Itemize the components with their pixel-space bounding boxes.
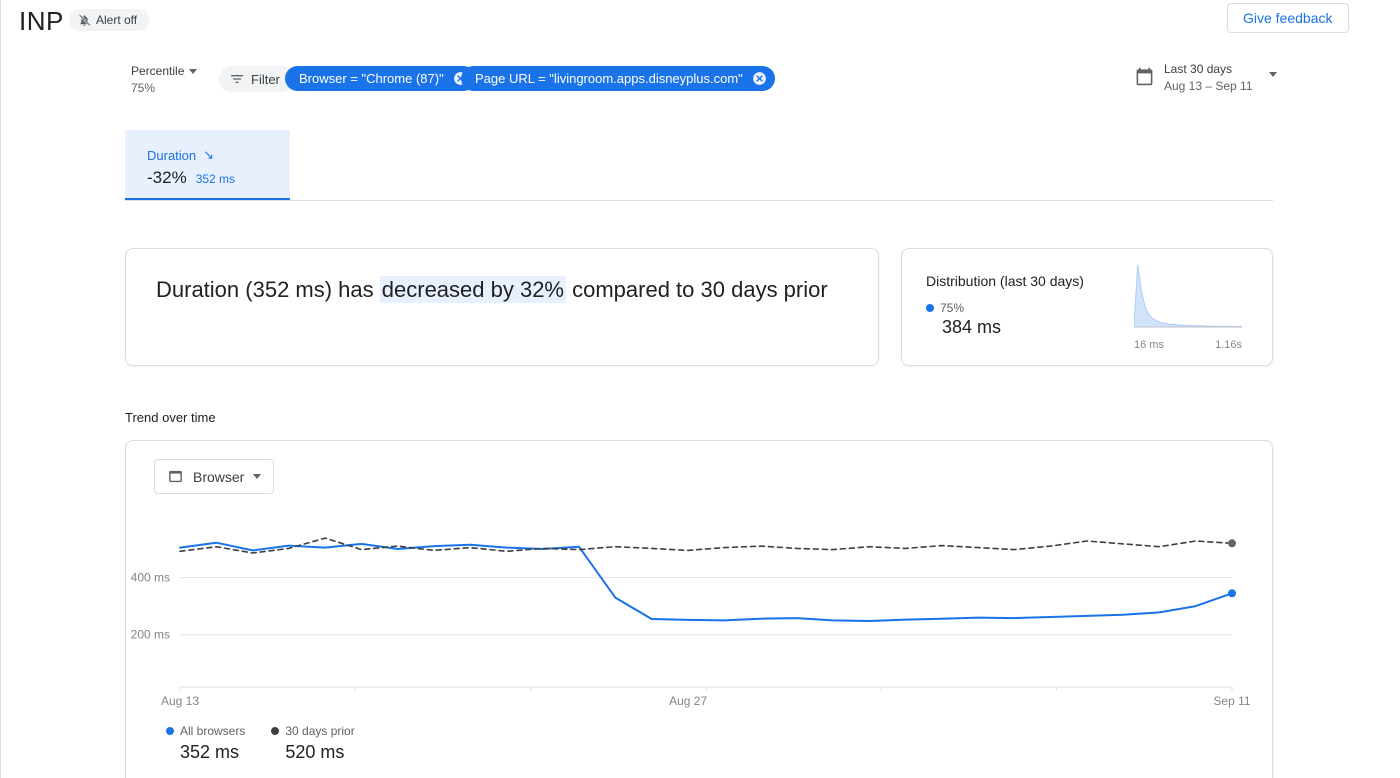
sparkline-max-label: 1.16s	[1215, 339, 1242, 351]
tab-duration-label: Duration	[147, 147, 197, 163]
svg-text:200 ms: 200 ms	[131, 628, 170, 642]
legend-value-all-browsers: 352 ms	[180, 742, 240, 762]
svg-text:400 ms: 400 ms	[131, 571, 170, 585]
alert-off-label: Alert off	[96, 13, 138, 27]
chevron-down-icon	[1268, 72, 1277, 77]
browser-window-icon	[169, 470, 182, 483]
tab-duration-change: -32%	[147, 168, 187, 187]
svg-text:Aug 13: Aug 13	[161, 694, 199, 708]
legend-item-all-browsers: All browsers 352 ms	[166, 724, 245, 763]
distribution-value: 384 ms	[942, 317, 1002, 337]
legend-value-30-days-prior: 520 ms	[285, 742, 345, 762]
percentile-control[interactable]: Percentile 75%	[131, 64, 198, 95]
svg-text:Sep 11: Sep 11	[1213, 694, 1250, 708]
percentile-value: 75%	[131, 81, 156, 95]
legend-label-all-browsers: All browsers	[180, 724, 246, 738]
chart-legend: All browsers 352 ms 30 days prior 520 ms	[166, 724, 355, 763]
remove-filter-icon[interactable]	[751, 70, 768, 87]
svg-text:Aug 27: Aug 27	[669, 694, 707, 708]
alert-off-pill[interactable]: Alert off	[69, 9, 150, 31]
tab-divider	[125, 200, 1273, 201]
trend-card: Browser 400 ms 200 ms Aug 13 Aug 27 Sep 11 A…	[125, 440, 1273, 778]
calendar-icon	[1136, 67, 1153, 86]
percentile-dot	[926, 304, 934, 312]
percentile-label: Percentile	[131, 64, 185, 78]
distribution-percentile-label: 75%	[940, 301, 965, 315]
filter-button[interactable]: Filter	[219, 66, 294, 92]
date-range-picker[interactable]: Last 30 days Aug 13 – Sep 11	[1135, 62, 1277, 93]
filter-icon	[231, 75, 243, 83]
filter-chip-browser[interactable]: Browser = "Chrome (87)"	[285, 66, 476, 91]
summary-card: Duration (352 ms) has decreased by 32% c…	[125, 248, 879, 366]
trend-line-chart[interactable]: 400 ms 200 ms Aug 13 Aug 27 Sep 11	[126, 501, 1274, 713]
date-range-primary: Last 30 days	[1164, 62, 1233, 76]
legend-label-30-days-prior: 30 days prior	[285, 724, 355, 738]
distribution-card: Distribution (last 30 days) 75% 384 ms 1…	[901, 248, 1273, 366]
sparkline-min-label: 16 ms	[1134, 339, 1164, 351]
filter-chip-page-url[interactable]: Page URL = "livingroom.apps.disneyplus.c…	[461, 66, 775, 91]
date-range-secondary: Aug 13 – Sep 11	[1164, 79, 1253, 93]
trending-down-icon: ↘	[203, 147, 215, 162]
tab-duration-value: 352 ms	[195, 172, 236, 186]
page-title: INP	[19, 6, 64, 36]
distribution-sparkline: 16 ms 1.16s	[1133, 257, 1243, 351]
summary-text-prefix: Duration (352 ms) has	[156, 277, 380, 302]
legend-dot-30-days-prior	[271, 727, 280, 735]
dimension-dropdown-button[interactable]: Browser	[154, 459, 275, 494]
chevron-down-icon	[189, 68, 198, 74]
give-feedback-button[interactable]: Give feedback	[1227, 3, 1349, 33]
trend-section-label: Trend over time	[125, 410, 216, 425]
filter-chip-browser-label: Browser = "Chrome (87)"	[299, 71, 444, 86]
histogram-sparkline	[1133, 264, 1243, 328]
dimension-dropdown-label: Browser	[193, 468, 245, 485]
chevron-down-icon	[253, 474, 262, 479]
filter-label: Filter	[251, 71, 280, 87]
distribution-title: Distribution (last 30 days)	[926, 273, 1084, 289]
legend-item-30-days-prior: 30 days prior 520 ms	[271, 724, 355, 763]
legend-dot-all-browsers	[166, 727, 174, 735]
bell-off-icon	[78, 13, 91, 26]
tab-duration[interactable]: Duration ↘ -32% 352 ms	[125, 130, 290, 201]
summary-text-suffix: compared to 30 days prior	[566, 277, 828, 302]
summary-text-highlight: decreased by 32%	[379, 276, 566, 303]
filter-chip-page-url-label: Page URL = "livingroom.apps.disneyplus.c…	[475, 71, 743, 86]
